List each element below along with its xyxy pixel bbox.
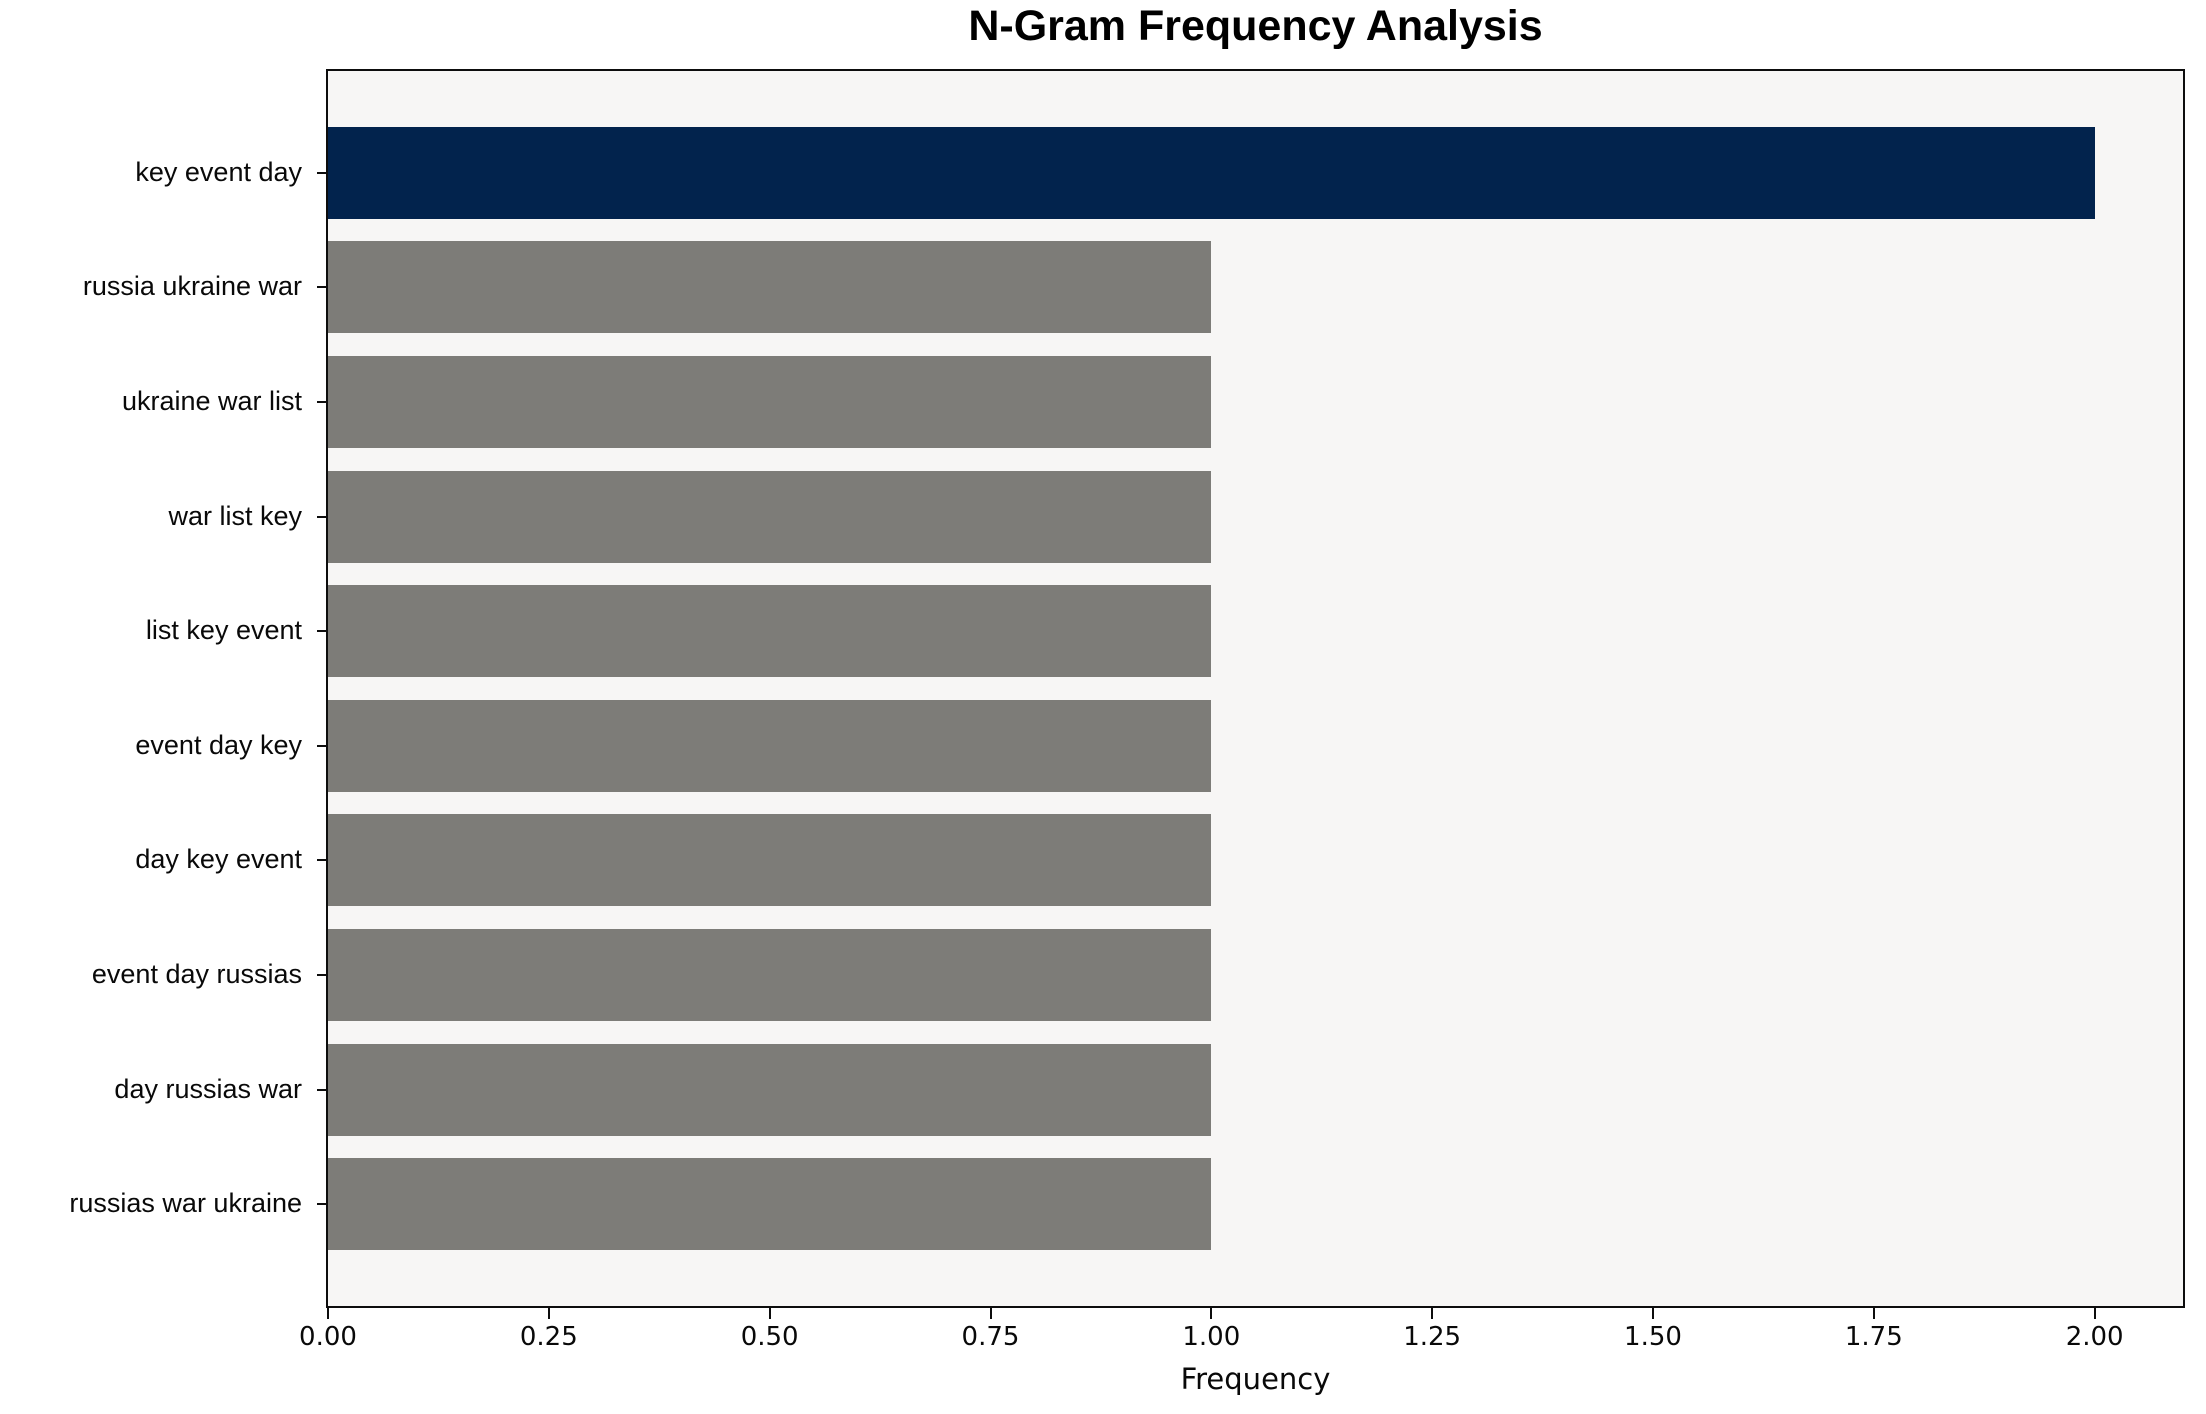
y-tick-mark bbox=[317, 1088, 326, 1091]
y-tick-label: event day key bbox=[135, 729, 302, 760]
x-tick-mark bbox=[1652, 1308, 1654, 1319]
x-axis-label: Frequency bbox=[1180, 1362, 1331, 1396]
x-tick-mark bbox=[327, 1308, 329, 1319]
bar-list-key-event bbox=[328, 585, 1212, 678]
x-tick-label: 0.25 bbox=[519, 1322, 578, 1352]
y-tick-mark bbox=[317, 401, 326, 403]
bar-key-event-day bbox=[328, 126, 2095, 219]
bar-day-key-event bbox=[328, 814, 1212, 907]
y-tick-mark bbox=[317, 630, 326, 633]
y-tick-label: day russias war bbox=[114, 1073, 302, 1104]
bar-war-list-key bbox=[328, 470, 1212, 563]
x-tick-label: 0.50 bbox=[740, 1322, 799, 1352]
y-tick-mark bbox=[317, 859, 326, 862]
x-tick-label: 1.50 bbox=[1624, 1322, 1682, 1352]
x-tick-label: 2.00 bbox=[2065, 1322, 2124, 1352]
bar-russia-ukraine-war bbox=[328, 241, 1212, 334]
y-tick-label: day key event bbox=[135, 844, 302, 875]
x-tick-label: 1.75 bbox=[1844, 1322, 1903, 1352]
bar-event-day-key bbox=[328, 699, 1212, 792]
x-tick-mark bbox=[989, 1308, 992, 1319]
y-tick-mark bbox=[317, 744, 326, 747]
x-tick-mark bbox=[1872, 1308, 1875, 1319]
bar-event-day-russias bbox=[328, 929, 1212, 1021]
y-tick-label: key event day bbox=[135, 156, 302, 187]
chart-title: N-Gram Frequency Analysis bbox=[968, 2, 1543, 50]
x-tick-label: 0.00 bbox=[299, 1322, 357, 1352]
x-tick-label: 0.75 bbox=[961, 1322, 1020, 1352]
x-tick-mark bbox=[2093, 1308, 2096, 1319]
y-tick-label: russias war ukraine bbox=[69, 1188, 302, 1219]
bar-ukraine-war-list bbox=[328, 356, 1212, 448]
y-tick-label: list key event bbox=[145, 615, 302, 646]
plot-area bbox=[326, 69, 2185, 1308]
y-tick-mark bbox=[317, 515, 326, 518]
bar-russias-war-ukraine bbox=[328, 1158, 1212, 1251]
x-tick-mark bbox=[768, 1308, 771, 1319]
y-tick-label: russia ukraine war bbox=[82, 271, 302, 302]
y-tick-label: war list key bbox=[168, 500, 302, 531]
y-tick-mark bbox=[317, 1203, 326, 1206]
y-tick-mark bbox=[317, 974, 326, 976]
bar-day-russias-war bbox=[328, 1043, 1212, 1136]
x-tick-label: 1.25 bbox=[1403, 1322, 1462, 1352]
y-tick-label: ukraine war list bbox=[121, 386, 302, 416]
y-tick-label: event day russias bbox=[91, 959, 302, 989]
y-tick-mark bbox=[317, 286, 326, 289]
x-tick-mark bbox=[1431, 1308, 1434, 1319]
x-tick-mark bbox=[547, 1308, 550, 1319]
y-tick-mark bbox=[317, 171, 326, 174]
x-tick-mark bbox=[1210, 1308, 1213, 1319]
x-tick-label: 1.00 bbox=[1182, 1322, 1241, 1352]
